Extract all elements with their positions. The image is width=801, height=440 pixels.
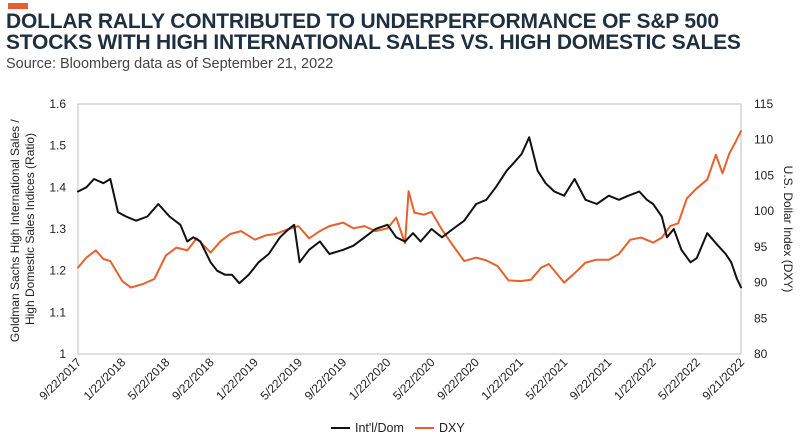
legend-label-intl-dom: Int'l/Dom [355, 421, 404, 435]
y-axis-left-title-line-1: Goldman Sachs High International Sales / [8, 119, 22, 342]
x-tick-label: 5/22/2021 [523, 355, 571, 403]
x-tick-label: 5/22/2019 [257, 355, 305, 403]
series-line-intl-dom [77, 136, 742, 289]
x-tick-label: 9/22/2018 [169, 355, 217, 403]
y-left-tick-label: 1.2 [49, 264, 66, 278]
x-tick-label: 5/22/2018 [125, 355, 173, 403]
y-right-tick-label: 115 [754, 97, 773, 111]
y-right-tick-label: 95 [754, 240, 768, 254]
y-axis-right-title: U.S. Dollar Index (DXY) [781, 166, 795, 293]
y-axis-right-ticks: 80 85 90 95 100 105 110 115 [754, 97, 774, 361]
y-left-tick-label: 1.6 [49, 97, 66, 111]
x-tick-label: 1/22/2019 [213, 355, 261, 403]
plot-border [77, 103, 742, 355]
x-tick-label: 1/22/2022 [611, 355, 659, 403]
x-tick-label: 1/22/2021 [478, 355, 526, 403]
x-tick-label: 5/22/2022 [655, 355, 703, 403]
y-axis-left-title: Goldman Sachs High International Sales /… [8, 116, 37, 342]
y-right-tick-label: 80 [754, 347, 768, 361]
legend-label-dxy: DXY [439, 421, 465, 435]
y-right-tick-label: 100 [754, 204, 774, 218]
series-line-dxy [77, 130, 742, 289]
y-left-tick-label: 1 [59, 347, 66, 361]
x-tick-label: 9/22/2020 [434, 355, 482, 403]
x-tick-label: 9/22/2021 [567, 355, 615, 403]
y-right-tick-label: 85 [754, 311, 768, 325]
y-axis-left-title-line-2: High Domestic Sales Indices (Ratio) [23, 133, 37, 325]
x-tick-label: 9/22/2019 [302, 355, 350, 403]
chart-subtitle: Source: Bloomberg data as of September 2… [6, 56, 334, 72]
x-axis-ticks: 9/22/20171/22/20185/22/20189/22/20181/22… [36, 355, 747, 403]
y-right-tick-label: 110 [754, 133, 773, 147]
y-left-tick-label: 1.5 [49, 139, 66, 153]
series-layer [77, 130, 742, 289]
y-axis-left-ticks: 1 1.1 1.2 1.3 1.4 1.5 1.6 [49, 97, 66, 361]
x-tick-label: 5/22/2020 [390, 355, 438, 403]
y-right-tick-label: 105 [754, 168, 774, 182]
y-left-tick-label: 1.1 [49, 305, 66, 319]
accent-bar [8, 3, 28, 9]
x-tick-label: 1/22/2018 [81, 355, 129, 403]
plot-frame [77, 103, 742, 355]
chart-title: DOLLAR RALLY CONTRIBUTED TO UNDERPERFORM… [6, 10, 741, 54]
x-tick-label: 1/22/2020 [346, 355, 394, 403]
y-right-tick-label: 90 [754, 276, 768, 290]
y-left-tick-label: 1.3 [49, 222, 66, 236]
x-tick-label: 9/22/2017 [36, 355, 84, 403]
legend: Int'l/Dom DXY [331, 421, 465, 435]
x-tick-label: 9/21/2022 [699, 355, 747, 403]
y-left-tick-label: 1.4 [49, 180, 66, 194]
